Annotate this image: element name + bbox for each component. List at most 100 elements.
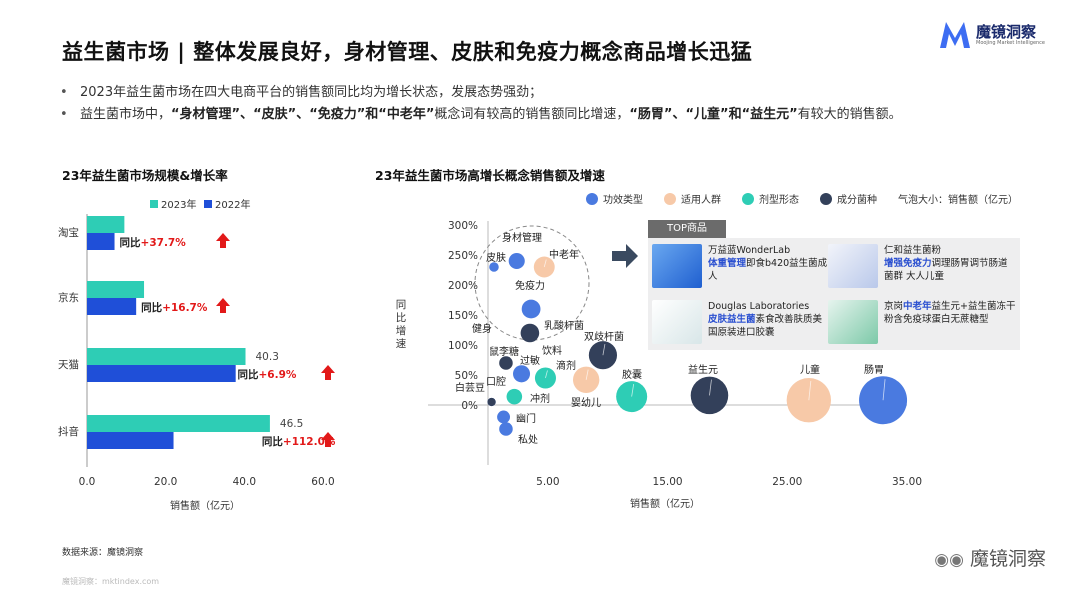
bar-x-tick: 60.0 bbox=[311, 476, 334, 488]
product-1-highlight: 体重管理 bbox=[708, 258, 747, 269]
bullet-2-text-end: 有较大的销售额。 bbox=[797, 107, 902, 122]
logo-m-icon bbox=[940, 22, 970, 48]
bubble-x-axis-title: 销售额（亿元） bbox=[630, 497, 700, 510]
bar-legend: 2023年 2022年 bbox=[150, 198, 250, 211]
callout-arrow-icon bbox=[612, 244, 638, 268]
up-arrow-icon bbox=[216, 298, 230, 313]
legend-swatch-0 bbox=[150, 200, 158, 208]
legend-label-0: 2023年 bbox=[161, 198, 196, 211]
bar-plot: 淘宝同比+37.7%京东同比+16.7%天猫40.3同比+6.9%抖音46.5同… bbox=[58, 214, 336, 512]
bubble-point bbox=[786, 378, 832, 423]
legend-label-3: 成分菌种 bbox=[837, 193, 877, 206]
bubble-point bbox=[859, 376, 908, 425]
legend-label-2: 剂型形态 bbox=[759, 193, 799, 206]
up-arrow-icon bbox=[321, 365, 335, 380]
bubble-point bbox=[534, 367, 557, 389]
scatter-chart-title: 23年益生菌市场高增长概念销售额及增速 bbox=[375, 168, 605, 183]
legend-dot-1 bbox=[664, 193, 676, 205]
legend-dot-3 bbox=[820, 193, 832, 205]
bubble-legend: 功效类型 适用人群 剂型形态 成分菌种 气泡大小：销售额（亿元） bbox=[586, 193, 1018, 206]
bubble-label: 肠胃 bbox=[864, 364, 884, 376]
bar-growth-label: 同比+37.7% bbox=[120, 236, 187, 249]
watermark-text: 魔镜洞察 bbox=[969, 548, 1046, 570]
bar-chart-title: 23年益生菌市场规模&增长率 bbox=[62, 168, 228, 183]
bubble-point bbox=[508, 252, 525, 270]
product-card-1: 万益蓝WonderLab 体重管理即食b420益生菌成人 bbox=[648, 240, 828, 292]
legend-dot-2 bbox=[742, 193, 754, 205]
bar-2022 bbox=[87, 298, 137, 315]
legend-dot-0 bbox=[586, 193, 598, 205]
bubble-point bbox=[487, 397, 496, 407]
summary-bullets: 2023年益生菌市场在四大电商平台的销售额同比均为增长状态，发展态势强劲； 益生… bbox=[60, 82, 1040, 126]
bar-2023 bbox=[87, 348, 246, 365]
product-text-2: 仁和益生菌粉 增强免疫力调理肠胃调节肠道菌群 大人儿童 bbox=[884, 244, 1016, 283]
bubble-y-tick: 50% bbox=[455, 370, 478, 382]
bubble-y-tick: 100% bbox=[448, 340, 478, 352]
bar-growth-label: 同比+16.7% bbox=[141, 301, 208, 314]
bar-value-label: 46.5 bbox=[280, 418, 303, 430]
bar-category-label: 淘宝 bbox=[58, 226, 79, 239]
bubble-label: 皮肤 bbox=[486, 251, 506, 264]
bar-growth-label: 同比+6.9% bbox=[238, 368, 297, 381]
bubble-gloss bbox=[882, 379, 886, 401]
product-4-name: 京岗 bbox=[884, 301, 904, 312]
bubble-label: 私处 bbox=[518, 434, 538, 446]
bubble-y-tick: 300% bbox=[448, 220, 478, 232]
bar-2023 bbox=[87, 415, 270, 432]
bar-x-tick: 40.0 bbox=[233, 476, 256, 488]
bubble-label: 冲剂 bbox=[530, 392, 550, 405]
bubble-point bbox=[616, 381, 648, 413]
bubble-label: 过敏 bbox=[520, 354, 540, 367]
bubble-label: 口腔 bbox=[486, 375, 506, 388]
product-3-highlight: 皮肤益生菌 bbox=[708, 314, 756, 325]
wechat-icon: ◉◉ bbox=[934, 550, 964, 570]
bar-2023 bbox=[87, 281, 145, 298]
bubble-label: 中老年 bbox=[549, 248, 579, 261]
product-4-highlight: 中老年 bbox=[903, 301, 932, 312]
bullet-2-bold-2: “肠胃”、“儿童”和“益生元” bbox=[629, 107, 798, 122]
product-card-3: Douglas Laboratories 皮肤益生菌素食改善肤质美国原装进口胶囊 bbox=[648, 296, 828, 348]
product-card-4: 京岗中老年益生元+益生菌冻干粉含免疫球蛋白无蔗糖型 bbox=[824, 296, 1020, 348]
bullet-1: 2023年益生菌市场在四大电商平台的销售额同比均为增长状态，发展态势强劲； bbox=[60, 82, 1040, 104]
data-source: 数据来源：魔镜洞察 bbox=[62, 548, 144, 558]
bubble-x-tick: 15.00 bbox=[653, 476, 683, 488]
bubble-x-tick: 25.00 bbox=[772, 476, 802, 488]
bubble-label: 健身 bbox=[472, 322, 492, 335]
product-text-4: 京岗中老年益生元+益生菌冻干粉含免疫球蛋白无蔗糖型 bbox=[884, 300, 1016, 326]
legend-label-1: 2022年 bbox=[215, 198, 250, 211]
bar-category-label: 抖音 bbox=[58, 425, 79, 438]
bubble-point bbox=[520, 323, 540, 343]
bar-2023 bbox=[87, 216, 125, 233]
bubble-point bbox=[499, 356, 513, 370]
bubble-gloss bbox=[808, 380, 812, 401]
bubble-gloss bbox=[543, 259, 547, 268]
bubble-gloss bbox=[602, 344, 606, 356]
bubble-label: 滴剂 bbox=[556, 359, 576, 372]
bubble-point bbox=[512, 365, 531, 383]
product-1-name: 万益蓝WonderLab bbox=[708, 245, 791, 256]
bubble-label: 益生元 bbox=[688, 363, 718, 376]
bubble-point bbox=[497, 410, 511, 424]
bubble-gloss bbox=[709, 379, 712, 396]
bubble-y-tick: 150% bbox=[448, 310, 478, 322]
bar-value-label: 40.3 bbox=[256, 351, 279, 363]
legend-size-note: 气泡大小：销售额（亿元） bbox=[898, 193, 1018, 206]
bubble-y-tick: 0% bbox=[461, 400, 478, 412]
bubble-label: 免疫力 bbox=[515, 279, 545, 292]
bar-2022 bbox=[87, 365, 236, 382]
bubble-label: 双歧杆菌 bbox=[584, 330, 624, 343]
footer-site: 魔镜洞察：mktindex.com bbox=[62, 577, 160, 586]
product-2-highlight: 增强免疫力 bbox=[884, 258, 932, 269]
bubble-y-tick: 200% bbox=[448, 280, 478, 292]
product-4-desc: 益生元+益生菌冻干粉含免疫球蛋白无蔗糖型 bbox=[884, 301, 1016, 325]
highlight-cluster-circle bbox=[474, 225, 590, 341]
legend-label-0: 功效类型 bbox=[603, 193, 643, 206]
bubble-point bbox=[499, 422, 513, 436]
bar-2022 bbox=[87, 233, 115, 250]
watermark: ◉◉ 魔镜洞察 bbox=[934, 544, 1046, 571]
bubble-label: 白芸豆 bbox=[455, 381, 485, 394]
product-image-1 bbox=[652, 244, 702, 288]
bubble-label: 婴幼儿 bbox=[571, 396, 601, 409]
bubble-point bbox=[521, 299, 541, 319]
